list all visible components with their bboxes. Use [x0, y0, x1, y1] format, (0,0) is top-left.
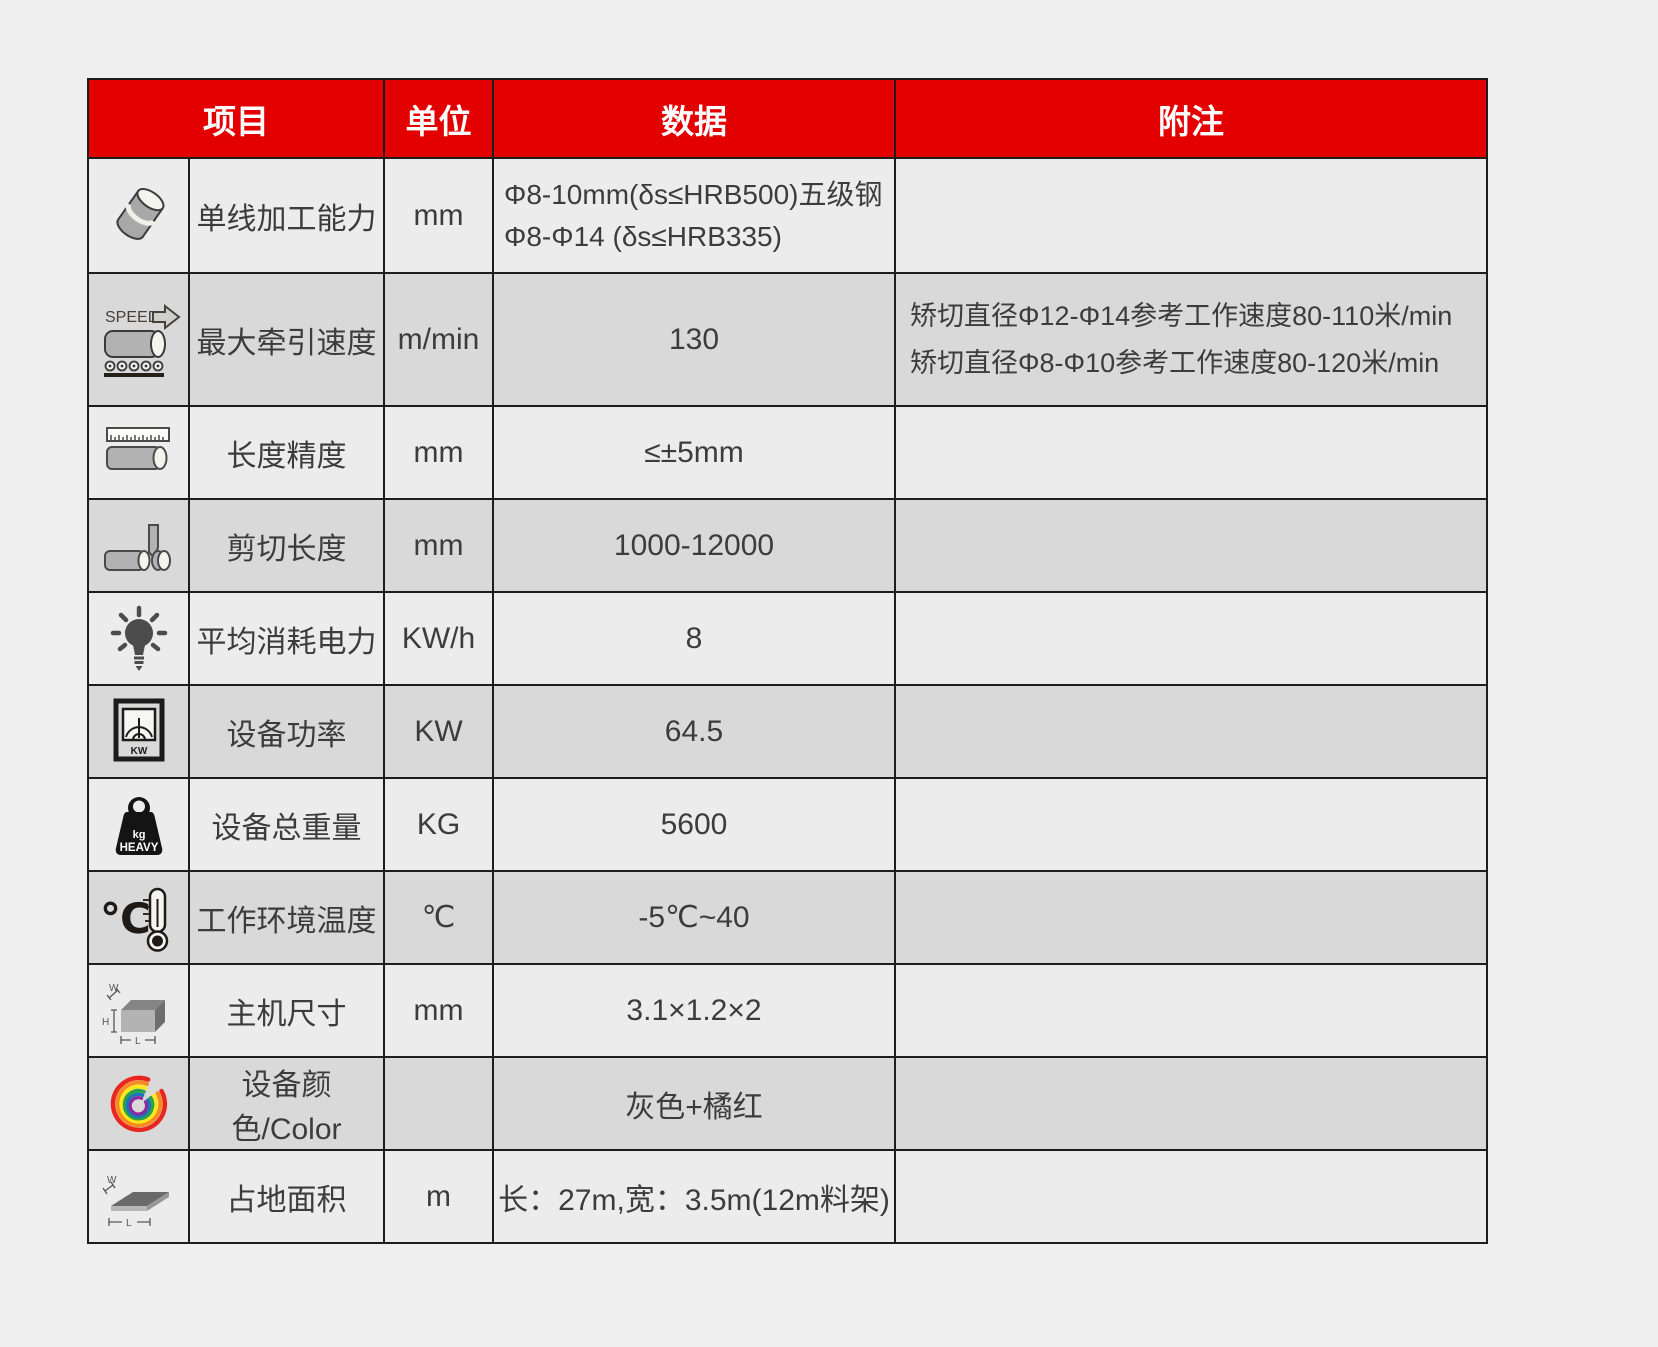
spec-row-machine-color: 设备颜色/Color 灰色+橘红 — [87, 1056, 1488, 1151]
note-cell — [894, 1149, 1488, 1244]
unit-label: mm — [383, 963, 494, 1058]
data-line: Φ8-10mm(δs≤HRB500)五级钢 — [504, 178, 883, 210]
thermometer-icon: ℃ — [100, 887, 168, 952]
spec-row-total-weight: kg HEAVY 设备总重量 KG 5600 — [87, 777, 1488, 872]
area-w-text: W — [107, 1175, 117, 1186]
spec-row-power-consumption: 平均消耗电力 KW/h 8 — [87, 591, 1488, 686]
item-label: 剪切长度 — [188, 498, 385, 593]
data-cell: 3.1×1.2×2 — [492, 963, 896, 1058]
unit-label: KG — [383, 777, 494, 872]
item-label: 工作环境温度 — [188, 870, 385, 965]
spec-row-floor-area: W L 占地面积 m 长：27m,宽：3.5m(12m料架) — [87, 1149, 1488, 1244]
unit-label: mm — [383, 157, 494, 274]
column-header-item: 项目 — [87, 78, 385, 159]
data-cell: Φ8-10mm(δs≤HRB500)五级钢 Φ8-Φ14 (δs≤HRB335) — [492, 157, 896, 274]
note-cell — [894, 777, 1488, 872]
item-label: 设备功率 — [188, 684, 385, 779]
spec-row-ambient-temperature: ℃ 工作环境温度 ℃ -5℃~40 — [87, 870, 1488, 965]
data-cell: 灰色+橘红 — [492, 1056, 896, 1151]
column-header-note: 附注 — [894, 78, 1488, 159]
item-label: 占地面积 — [188, 1149, 385, 1244]
data-cell: 130 — [492, 272, 896, 407]
icon-cell: W H L — [87, 963, 190, 1058]
icon-cell: ℃ — [87, 870, 190, 965]
data-cell: 64.5 — [492, 684, 896, 779]
unit-label: mm — [383, 405, 494, 500]
area-l-text: L — [126, 1218, 132, 1229]
column-header-data: 数据 — [492, 78, 896, 159]
data-cell: -5℃~40 — [492, 870, 896, 965]
item-label: 平均消耗电力 — [188, 591, 385, 686]
ruler-length-icon — [105, 426, 170, 470]
unit-label: mm — [383, 498, 494, 593]
floor-area-icon: W L — [101, 1175, 169, 1229]
item-label: 单线加工能力 — [188, 157, 385, 274]
icon-cell: KW — [87, 684, 190, 779]
unit-label: ℃ — [383, 870, 494, 965]
celsius-text: ℃ — [100, 895, 151, 942]
column-header-unit: 单位 — [383, 78, 494, 159]
item-label: 设备颜色/Color — [188, 1056, 385, 1151]
note-cell — [894, 498, 1488, 593]
data-cell: 5600 — [492, 777, 896, 872]
data-cell: 长：27m,宽：3.5m(12m料架) — [492, 1149, 896, 1244]
note-line: 矫切直径Φ8-Φ10参考工作速度80-120米/min — [910, 347, 1440, 378]
cuboid-dimensions-icon: W H L — [102, 983, 165, 1047]
unit-label: KW — [383, 684, 494, 779]
note-cell: 矫切直径Φ12-Φ14参考工作速度80-110米/min 矫切直径Φ8-Φ10参… — [894, 272, 1488, 407]
icon-cell: kg HEAVY — [87, 777, 190, 872]
spec-row-processing-capacity: 单线加工能力 mm Φ8-10mm(δs≤HRB500)五级钢 Φ8-Φ14 (… — [87, 157, 1488, 274]
icon-cell — [87, 591, 190, 686]
note-cell — [894, 684, 1488, 779]
note-cell — [894, 963, 1488, 1058]
unit-label: m/min — [383, 272, 494, 407]
item-label: 主机尺寸 — [188, 963, 385, 1058]
spec-row-cut-length: 剪切长度 mm 1000-12000 — [87, 498, 1488, 593]
power-meter-icon: KW — [113, 698, 164, 761]
data-cell: 8 — [492, 591, 896, 686]
note-cell — [894, 405, 1488, 500]
icon-cell: W L — [87, 1149, 190, 1244]
note-line: 矫切直径Φ12-Φ14参考工作速度80-110米/min — [910, 300, 1453, 331]
note-cell — [894, 870, 1488, 965]
item-label: 设备总重量 — [188, 777, 385, 872]
data-line: Φ8-Φ14 (δs≤HRB335) — [504, 220, 782, 252]
data-cell: 1000-12000 — [492, 498, 896, 593]
heavy-weight-icon: kg HEAVY — [115, 796, 162, 855]
icon-cell — [87, 405, 190, 500]
shear-cut-icon — [103, 523, 171, 571]
icon-cell — [87, 1056, 190, 1151]
speed-conveyor-icon: SPEED — [103, 303, 181, 377]
spec-row-max-speed: SPEED 最大牵引速度 m/min 130 矫切直径Φ12-Φ14参考工作速度… — [87, 272, 1488, 407]
unit-label — [383, 1056, 494, 1151]
note-cell — [894, 1056, 1488, 1151]
note-cell — [894, 157, 1488, 274]
arrow-right-icon — [151, 303, 181, 330]
spec-table: 项目 单位 数据 附注 单线加工能力 mm Φ8-10mm(δs≤HRB500)… — [87, 78, 1488, 1244]
spec-row-machine-size: W H L 主机尺寸 mm 3.1×1.2×2 — [87, 963, 1488, 1058]
icon-cell: SPEED — [87, 272, 190, 407]
dim-l-text: L — [135, 1036, 141, 1047]
note-cell — [894, 591, 1488, 686]
light-bulb-icon — [110, 605, 167, 671]
weight-kg-text: kg — [132, 829, 145, 841]
dim-w-text: W — [109, 983, 119, 994]
unit-label: KW/h — [383, 591, 494, 686]
icon-cell — [87, 157, 190, 274]
item-label: 最大牵引速度 — [188, 272, 385, 407]
dim-h-text: H — [102, 1017, 109, 1028]
icon-cell — [87, 498, 190, 593]
wire-rod-icon — [115, 187, 164, 240]
speed-text: SPEED — [105, 309, 159, 326]
spec-row-length-precision: 长度精度 mm ≤±5mm — [87, 405, 1488, 500]
spec-row-power-rating: KW 设备功率 KW 64.5 — [87, 684, 1488, 779]
item-label: 长度精度 — [188, 405, 385, 500]
data-cell: ≤±5mm — [492, 405, 896, 500]
rainbow-color-icon — [110, 1075, 167, 1132]
meter-kw-text: KW — [130, 746, 147, 757]
unit-label: m — [383, 1149, 494, 1244]
header-row: 项目 单位 数据 附注 — [87, 78, 1488, 159]
weight-heavy-text: HEAVY — [119, 842, 158, 854]
